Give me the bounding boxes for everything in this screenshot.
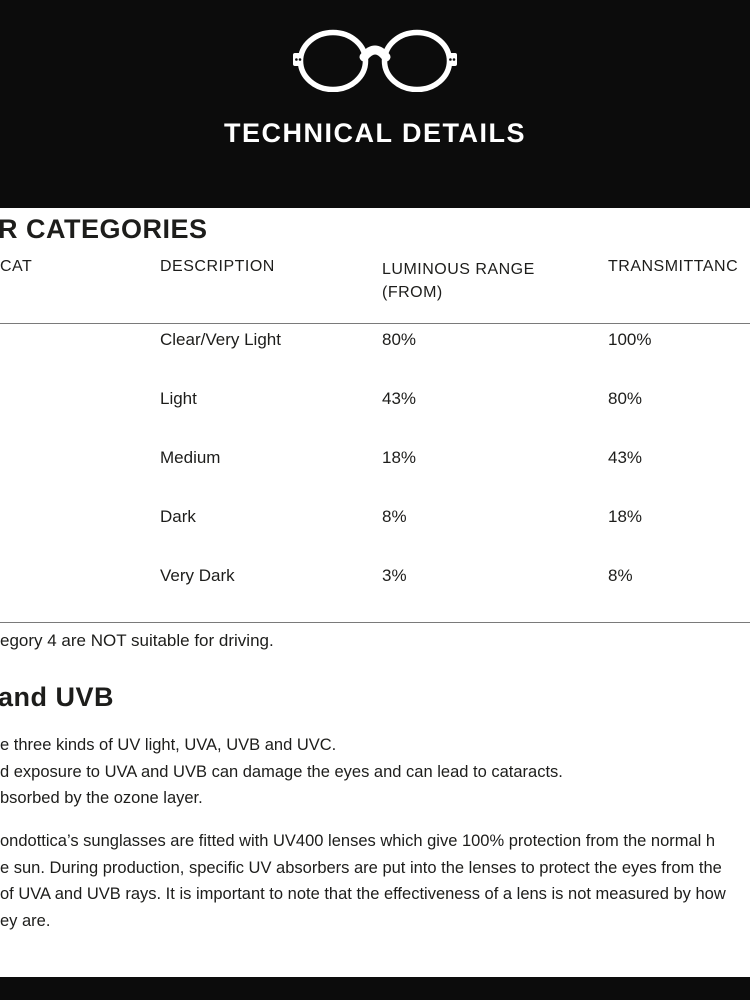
paragraph-line: d exposure to UVA and UVB can damage the… (0, 762, 563, 781)
cell-description: Clear/Very Light (160, 330, 281, 349)
table-bottom-rule (0, 622, 750, 623)
cell-luminous: 8% (382, 507, 407, 526)
paragraph-line: e sun. During production, specific UV ab… (0, 858, 722, 877)
table-row: Very Dark 3% 8% (0, 566, 750, 625)
cell-luminous: 3% (382, 566, 407, 585)
cell-luminous: 18% (382, 448, 417, 467)
cell-luminous: 80% (382, 330, 417, 349)
top-band: TECHNICAL DETAILS (0, 0, 750, 208)
table-row: Dark 8% 18% (0, 507, 750, 566)
cell-transmittance: 100% (608, 330, 652, 349)
cell-luminous: 43% (382, 389, 417, 408)
col-header-description: DESCRIPTION (160, 258, 275, 275)
cell-description: Light (160, 389, 197, 408)
col-header-luminous-range: LUMINOUS RANGE (FROM) (382, 261, 535, 301)
paragraph-line: e three kinds of UV light, UVA, UVB and … (0, 736, 337, 754)
cell-transmittance: 43% (608, 448, 643, 467)
cell-transmittance: 18% (608, 507, 643, 526)
uv-heading: and UVB (0, 682, 115, 712)
cell-transmittance: 8% (608, 566, 633, 585)
table-row: Clear/Very Light 80% 100% (0, 330, 750, 389)
cell-transmittance: 80% (608, 389, 643, 408)
page-title: TECHNICAL DETAILS (224, 118, 526, 148)
table-header-row: CAT DESCRIPTION LUMINOUS RANGE (FROM) TR… (0, 258, 750, 318)
table-top-rule (0, 323, 750, 324)
bottom-band (0, 977, 750, 1000)
uv-paragraph-2: ondottica’s sunglasses are fitted with U… (0, 832, 750, 938)
table-row: Medium 18% 43% (0, 448, 750, 507)
driving-note: egory 4 are NOT suitable for driving. (0, 631, 274, 650)
paragraph-line: of UVA and UVB rays. It is important to … (0, 885, 726, 903)
col-header-transmittance: TRANSMITTANC (608, 258, 739, 275)
uv-paragraph-1: e three kinds of UV light, UVA, UVB and … (0, 736, 750, 816)
cell-description: Medium (160, 448, 221, 467)
categories-table: Clear/Very Light 80% 100% Light 43% 80% … (0, 330, 750, 625)
paragraph-line: ondottica’s sunglasses are fitted with U… (0, 832, 716, 850)
glasses-icon (293, 29, 457, 92)
paragraph-line: bsorbed by the ozone layer. (0, 789, 203, 807)
cell-description: Dark (160, 507, 196, 526)
col-header-cat: CAT (0, 258, 33, 275)
paragraph-line: ey are. (0, 911, 51, 930)
cell-description: Very Dark (160, 566, 235, 585)
table-row: Light 43% 80% (0, 389, 750, 448)
categories-heading: R CATEGORIES (0, 214, 208, 244)
